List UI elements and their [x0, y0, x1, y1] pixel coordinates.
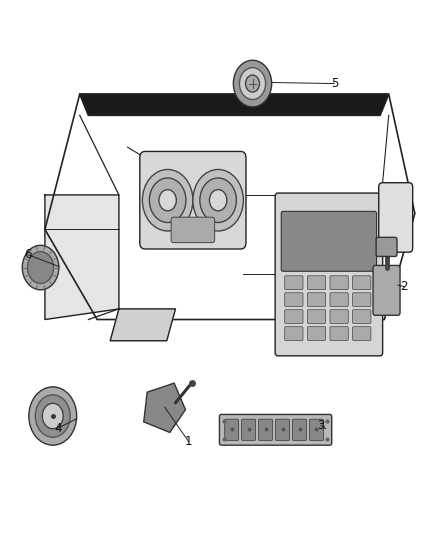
FancyBboxPatch shape	[310, 419, 323, 440]
Circle shape	[35, 395, 70, 437]
FancyBboxPatch shape	[307, 327, 325, 341]
FancyBboxPatch shape	[307, 293, 325, 306]
Circle shape	[159, 190, 177, 211]
Circle shape	[240, 68, 265, 100]
FancyBboxPatch shape	[285, 293, 303, 306]
FancyBboxPatch shape	[330, 293, 348, 306]
Circle shape	[149, 178, 186, 222]
Circle shape	[193, 169, 244, 231]
Circle shape	[28, 252, 53, 284]
FancyBboxPatch shape	[171, 217, 215, 243]
Polygon shape	[144, 383, 185, 432]
FancyBboxPatch shape	[307, 310, 325, 324]
FancyBboxPatch shape	[373, 265, 400, 316]
FancyBboxPatch shape	[307, 276, 325, 289]
Polygon shape	[80, 94, 389, 115]
FancyBboxPatch shape	[379, 183, 413, 252]
FancyBboxPatch shape	[285, 276, 303, 289]
Circle shape	[42, 403, 63, 429]
Text: 4: 4	[54, 422, 62, 435]
Circle shape	[209, 190, 227, 211]
Circle shape	[246, 75, 259, 92]
FancyBboxPatch shape	[258, 419, 272, 440]
Polygon shape	[45, 195, 119, 319]
Text: 3: 3	[318, 419, 325, 432]
Polygon shape	[110, 309, 176, 341]
Circle shape	[22, 245, 59, 290]
FancyBboxPatch shape	[276, 419, 290, 440]
FancyBboxPatch shape	[242, 419, 255, 440]
FancyBboxPatch shape	[376, 237, 397, 256]
Text: 2: 2	[400, 280, 408, 293]
Text: 5: 5	[331, 77, 338, 90]
Circle shape	[233, 60, 272, 107]
FancyBboxPatch shape	[285, 310, 303, 324]
FancyBboxPatch shape	[225, 419, 239, 440]
FancyBboxPatch shape	[330, 310, 348, 324]
Circle shape	[142, 169, 193, 231]
FancyBboxPatch shape	[330, 276, 348, 289]
FancyBboxPatch shape	[293, 419, 307, 440]
FancyBboxPatch shape	[353, 327, 371, 341]
FancyBboxPatch shape	[275, 193, 383, 356]
Circle shape	[29, 387, 77, 445]
FancyBboxPatch shape	[353, 293, 371, 306]
Text: 6: 6	[25, 248, 32, 261]
FancyBboxPatch shape	[353, 276, 371, 289]
Circle shape	[200, 178, 237, 222]
FancyBboxPatch shape	[330, 327, 348, 341]
FancyBboxPatch shape	[285, 327, 303, 341]
FancyBboxPatch shape	[353, 310, 371, 324]
Text: 1: 1	[185, 435, 192, 448]
FancyBboxPatch shape	[219, 415, 332, 445]
FancyBboxPatch shape	[281, 212, 377, 271]
FancyBboxPatch shape	[140, 151, 246, 249]
